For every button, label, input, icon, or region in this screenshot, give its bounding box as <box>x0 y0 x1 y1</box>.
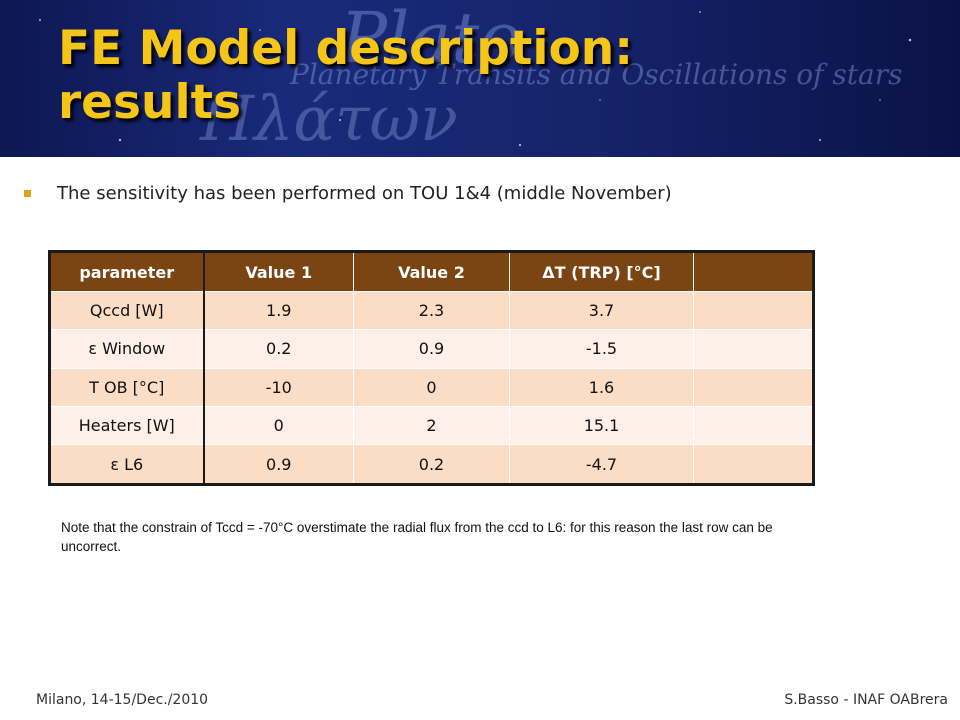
footer-right: S.Basso - INAF OABrera <box>784 692 948 708</box>
table-cell: 15.1 <box>509 405 694 445</box>
table-cell: 2.3 <box>353 290 510 330</box>
table-cell: ε Window <box>49 329 205 368</box>
col-header-value2: Value 2 <box>353 251 510 292</box>
note-text: Note that the constrain of Tccd = -70°C … <box>61 520 773 554</box>
bullet-item: The sensitivity has been performed on TO… <box>24 183 672 204</box>
col-header-value1: Value 1 <box>203 251 354 292</box>
table-cell: Qccd [W] <box>49 290 205 330</box>
banner-background: Plato Planetary Transits and Oscillation… <box>39 0 912 155</box>
table-cell: 0.2 <box>353 444 510 485</box>
table-cell <box>693 405 814 445</box>
star-field <box>39 11 912 147</box>
table-cell: 1.9 <box>203 290 354 330</box>
bullet-text: The sensitivity has been performed on TO… <box>57 183 672 204</box>
table-cell <box>693 367 814 407</box>
page-title-line2: results <box>58 75 242 130</box>
table-cell: -1.5 <box>509 329 694 368</box>
footer-left: Milano, 14-15/Dec./2010 <box>36 692 209 708</box>
table-cell: 0.9 <box>353 329 510 368</box>
page-title: FE Model description: results <box>58 22 633 130</box>
plato-greek-text: Πλάτων <box>199 82 458 155</box>
table-row: ε L6 0.9 0.2 -4.7 <box>49 444 814 485</box>
table-cell: 0.9 <box>203 444 354 485</box>
table-cell: 0.2 <box>203 329 354 368</box>
plato-logo-text: Plato <box>338 0 522 79</box>
table-cell: Heaters [W] <box>49 405 205 445</box>
plato-subtitle-text: Planetary Transits and Oscillations of s… <box>289 58 902 91</box>
table-cell: -10 <box>203 367 354 407</box>
table-cell <box>693 329 814 368</box>
table-cell <box>693 444 814 485</box>
table-cell: -4.7 <box>509 444 694 485</box>
page-title-line1: FE Model description: <box>58 21 634 76</box>
table-header-row: parameter Value 1 Value 2 ΔT (TRP) [°C] <box>49 251 814 292</box>
col-header-empty <box>693 251 814 292</box>
table-row: ε Window 0.2 0.9 -1.5 <box>49 329 814 368</box>
table-cell: T OB [°C] <box>49 367 205 407</box>
table-cell: 2 <box>353 405 510 445</box>
table-cell: 3.7 <box>509 290 694 330</box>
table-cell <box>693 290 814 330</box>
table-row: Heaters [W] 0 2 15.1 <box>49 405 814 445</box>
table-cell: 0 <box>353 367 510 407</box>
table-row: Qccd [W] 1.9 2.3 3.7 <box>49 290 814 330</box>
table-row: T OB [°C] -10 0 1.6 <box>49 367 814 407</box>
col-header-parameter: parameter <box>49 251 205 292</box>
table-cell: 1.6 <box>509 367 694 407</box>
header-banner: Plato Planetary Transits and Oscillation… <box>0 0 960 157</box>
table-cell: 0 <box>203 405 354 445</box>
table-cell: ε L6 <box>49 444 205 485</box>
col-header-delta-t: ΔT (TRP) [°C] <box>509 251 694 292</box>
bullet-square-icon <box>24 190 31 197</box>
results-table: parameter Value 1 Value 2 ΔT (TRP) [°C] … <box>48 250 815 486</box>
